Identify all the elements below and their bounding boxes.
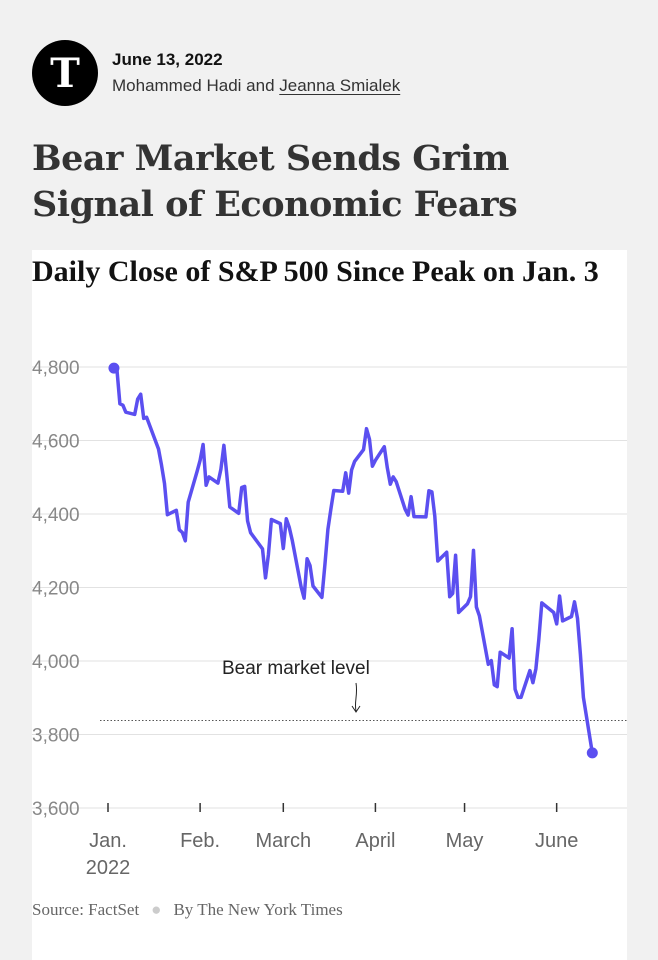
sp500-line-chart: 3,600 3,800 4,000 4,200 4,400 4,600 4,800 Jan. 2… xyxy=(32,358,627,879)
bear-market-label: Bear market level xyxy=(222,658,370,679)
y-tick-label: 4,200 xyxy=(32,579,80,600)
x-tick-label: Feb. xyxy=(180,830,220,852)
x-tick-sublabel: 2022 xyxy=(86,857,131,879)
sp500-series-line xyxy=(112,366,595,755)
separator-dot: ● xyxy=(151,900,162,919)
y-tick-label: 4,800 xyxy=(32,358,80,379)
authors: Mohammed Hadi and Jeanna Smialek xyxy=(112,76,400,96)
headline: Bear Market Sends Grim Signal of Economi… xyxy=(32,138,518,225)
chart-title: Daily Close of S&P 500 Since Peak on Jan… xyxy=(32,255,599,288)
publish-date: June 13, 2022 xyxy=(112,50,223,69)
source-credit: Source: FactSet xyxy=(32,900,140,919)
start-point xyxy=(108,362,120,374)
x-tick-label: June xyxy=(535,830,578,852)
x-tick-label: April xyxy=(355,830,395,852)
x-tick-label: Jan. xyxy=(89,830,127,852)
author-link[interactable]: Jeanna Smialek xyxy=(279,76,401,95)
author-name: Mohammed Hadi and xyxy=(112,76,280,95)
y-tick-label: 4,600 xyxy=(32,432,80,453)
chart-card: Daily Close of S&P 500 Since Peak on Jan… xyxy=(32,250,627,960)
byline: June 13, 2022 Mohammed Hadi and Jeanna S… xyxy=(112,50,400,96)
end-point xyxy=(586,747,598,759)
y-tick-label: 3,600 xyxy=(32,799,80,820)
chart-footer: Source: FactSet ● By The New York Times xyxy=(32,900,343,920)
byline-credit: By The New York Times xyxy=(173,900,343,919)
y-tick-label: 4,400 xyxy=(32,505,80,526)
y-tick-label: 3,800 xyxy=(32,726,80,747)
x-tick-label: March xyxy=(256,830,312,852)
y-tick-label: 4,000 xyxy=(32,652,80,673)
x-tick-label: May xyxy=(446,830,484,852)
article-header: T June 13, 2022 Mohammed Hadi and Jeanna… xyxy=(32,40,400,106)
bear-market-arrow xyxy=(351,682,361,713)
nyt-logo[interactable]: T xyxy=(32,40,98,106)
